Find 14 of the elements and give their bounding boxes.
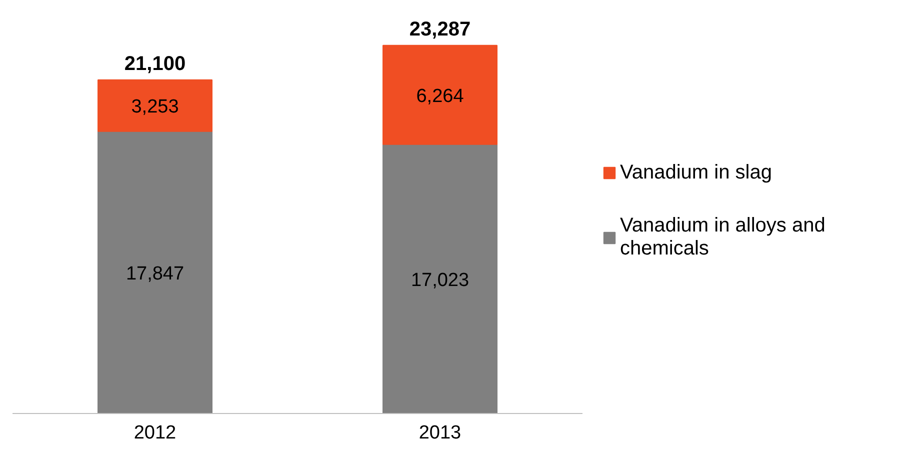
legend-label: Vanadium in alloys and chemicals	[620, 214, 826, 260]
data-label: 3,253	[131, 96, 179, 118]
x-tick-label: 2012	[134, 422, 176, 444]
data-label: 17,847	[126, 263, 184, 284]
data-label: 17,023	[410, 270, 470, 291]
bar	[382, 44, 498, 145]
data-label: 6,264	[416, 86, 464, 107]
bar	[98, 130, 212, 414]
total-label: 21,100	[124, 52, 186, 75]
bar	[98, 79, 212, 132]
x-tick-label: 2013	[418, 422, 462, 444]
legend-label: Vanadium in slag	[620, 161, 772, 184]
bar	[382, 144, 498, 414]
total-label: 23,287	[409, 18, 471, 40]
